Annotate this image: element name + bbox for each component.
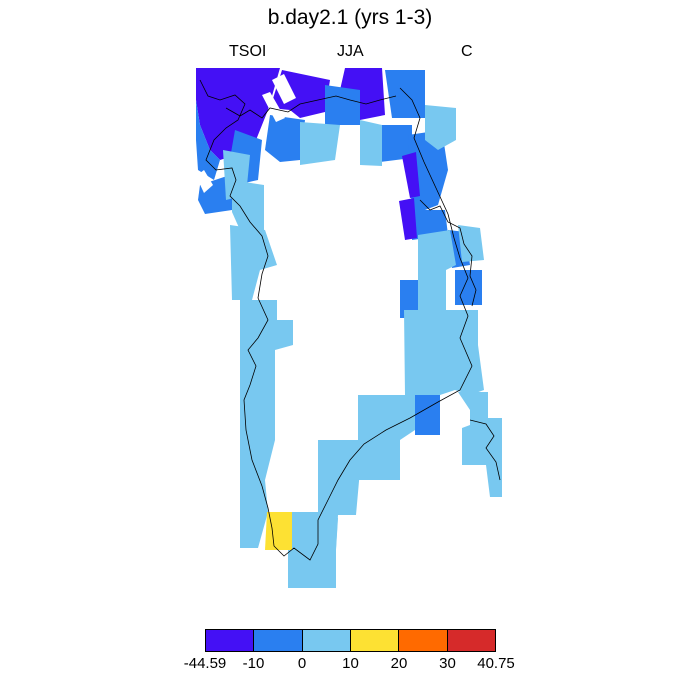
season-label: JJA — [337, 43, 364, 60]
coastline-path — [225, 95, 397, 119]
colorbar-tick-label: -10 — [242, 655, 265, 672]
colorbar-segment — [302, 630, 351, 651]
colorbar-segment — [447, 630, 495, 651]
map-gap — [272, 74, 296, 104]
map-cell — [358, 395, 415, 480]
variable-label: TSOI — [229, 43, 267, 60]
colorbar-tick-label: -44.59 — [183, 655, 227, 672]
map-cell — [425, 105, 456, 150]
coastline-path — [419, 199, 477, 307]
colorbar-segment — [399, 630, 448, 651]
map-cells — [196, 68, 502, 588]
map-cell — [380, 125, 412, 162]
map-cell — [265, 512, 292, 550]
coastline-path — [199, 79, 473, 561]
map-cell — [404, 310, 484, 395]
coastline-path — [469, 419, 501, 481]
map-cell — [402, 152, 420, 198]
units-label: C — [461, 43, 473, 60]
map-cell — [230, 225, 277, 300]
map-cell — [265, 115, 305, 162]
colorbar-tick-label: 10 — [342, 655, 359, 672]
map-cell — [385, 70, 425, 118]
map-cell — [400, 280, 418, 318]
map-cell — [399, 198, 417, 240]
map-cell — [415, 395, 440, 435]
map-gap — [196, 170, 213, 193]
colorbar-segment — [206, 630, 255, 651]
colorbar-segment — [350, 630, 400, 651]
map-cell — [340, 68, 385, 120]
colorbar-tick-label: 20 — [390, 655, 408, 672]
colorbar-tick-label: 40.75 — [477, 655, 515, 672]
map-cell — [458, 392, 502, 497]
page-title: b.day2.1 (yrs 1-3) — [267, 6, 433, 29]
colorbar-tick-label: 30 — [439, 655, 456, 672]
map-cell — [232, 180, 264, 230]
map-cell — [360, 120, 382, 166]
map-cell — [196, 100, 220, 180]
map-cell — [458, 225, 484, 262]
coastline — [199, 79, 501, 561]
map-gap — [262, 92, 285, 122]
map-cell — [300, 122, 340, 165]
map-cell — [418, 230, 456, 310]
map-cell — [240, 395, 275, 548]
colorbar-segment — [254, 630, 303, 651]
colorbar — [205, 629, 496, 652]
colorbar-tick-label: 0 — [297, 655, 307, 672]
map-cell — [325, 85, 360, 125]
map-cell — [455, 270, 482, 305]
